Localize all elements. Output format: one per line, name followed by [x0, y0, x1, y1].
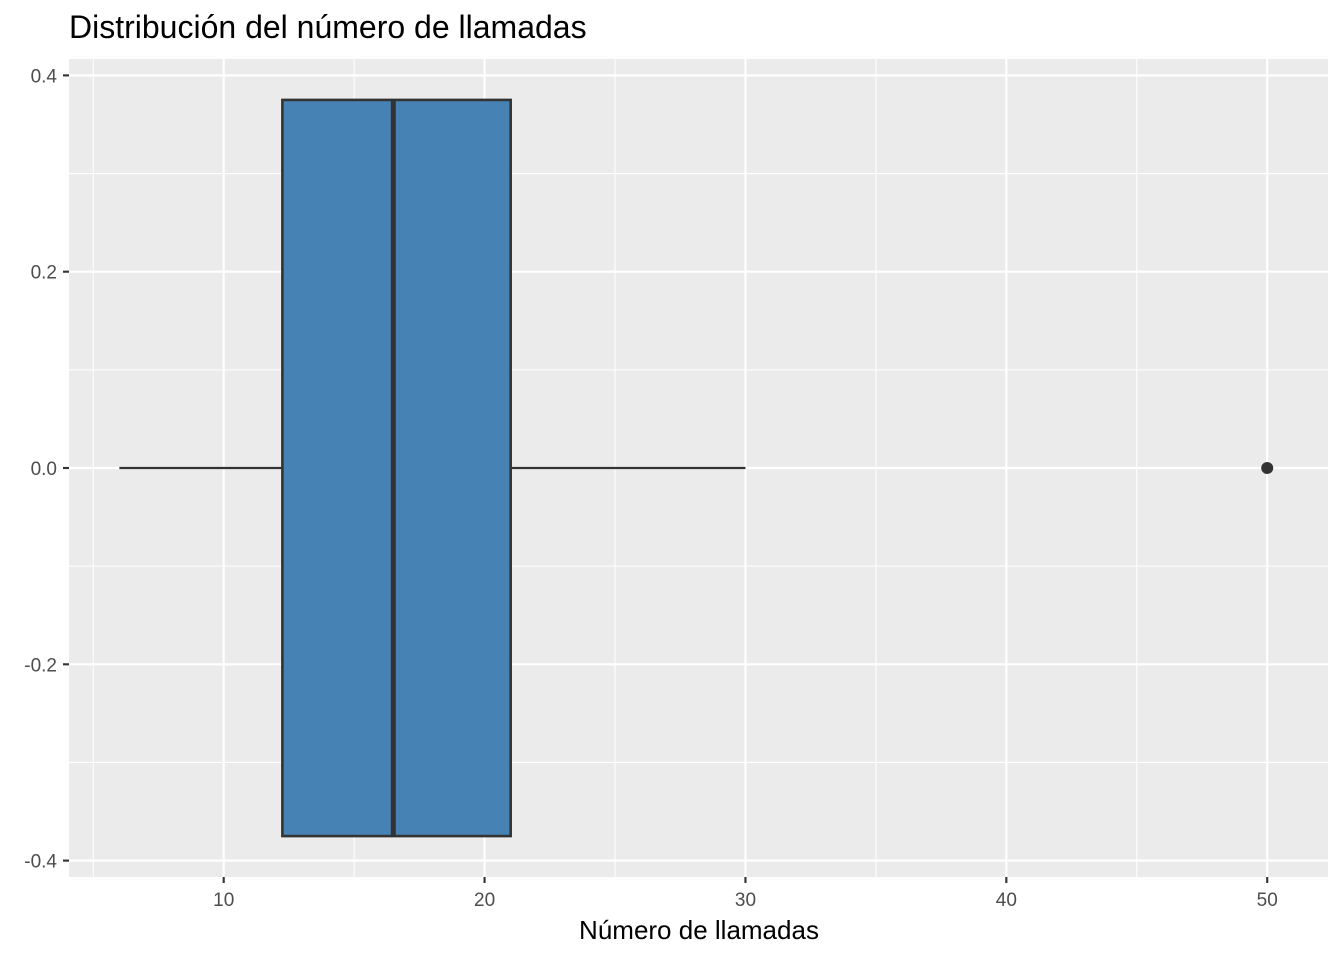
chart-title: Distribución del número de llamadas	[69, 9, 587, 45]
y-tick-label: -0.4	[24, 852, 57, 873]
x-tick-label: 30	[735, 890, 756, 911]
y-tick-label: 0.4	[31, 66, 58, 87]
y-tick-label: 0.0	[31, 459, 57, 480]
boxplot-layer	[119, 98, 1274, 838]
y-tick-label: 0.2	[31, 263, 57, 284]
x-tick-label: 50	[1257, 890, 1278, 911]
x-tick-label: 40	[996, 890, 1017, 911]
x-axis-tick-labels: 10 20 30 40 50	[213, 890, 1278, 911]
outlier-point	[1261, 462, 1274, 474]
axis-tick-marks	[63, 74, 1269, 883]
x-axis-title: Número de llamadas	[579, 915, 819, 945]
iqr-box	[281, 98, 512, 838]
x-tick-label: 10	[213, 890, 234, 911]
y-tick-label: -0.2	[24, 655, 57, 676]
x-tick-label: 20	[474, 890, 495, 911]
y-axis-tick-labels: -0.4 -0.2 0.0 0.2 0.4	[24, 66, 57, 872]
